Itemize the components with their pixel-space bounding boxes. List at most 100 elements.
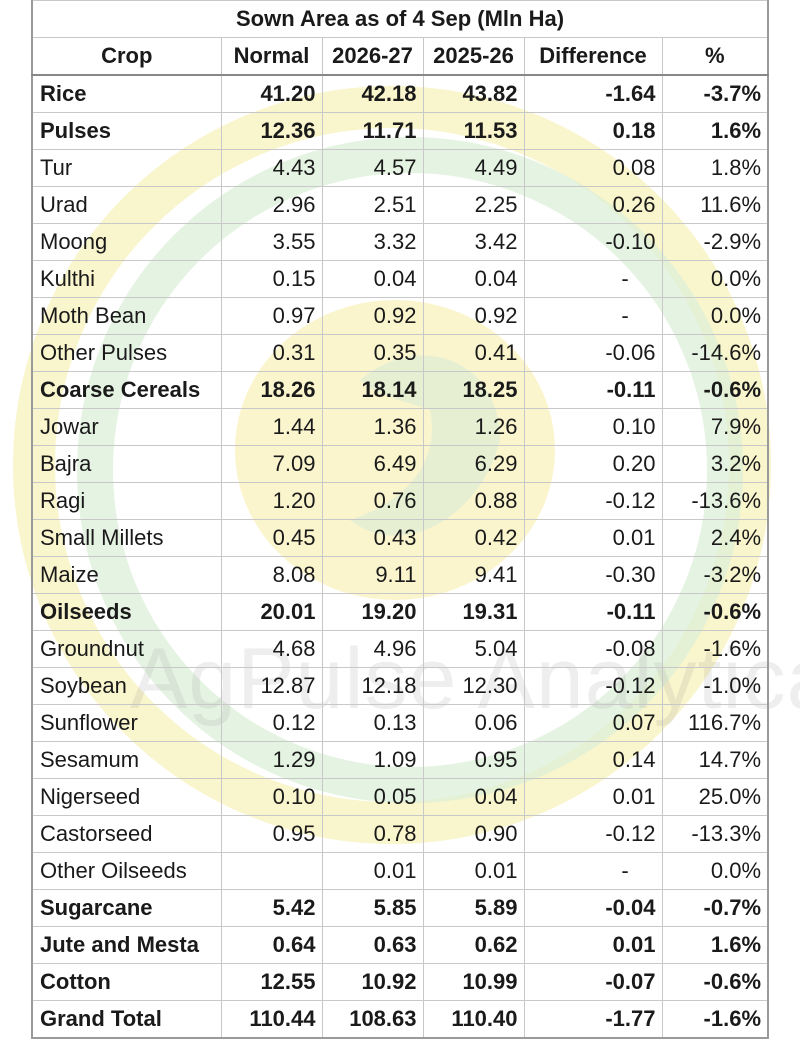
cell-2026-27: 9.11 bbox=[321, 556, 424, 594]
cell-difference: 0.20 bbox=[523, 445, 663, 483]
cell-2026-27: 4.96 bbox=[321, 630, 424, 668]
cell-2025-26: 0.01 bbox=[422, 852, 525, 890]
cell-crop: Soybean bbox=[31, 667, 222, 705]
cell-2025-26: 2.25 bbox=[422, 186, 525, 224]
cell-difference: -0.06 bbox=[523, 334, 663, 372]
table-row: Other Oilseeds 0.01 0.01-0.0% bbox=[31, 852, 770, 890]
cell-2025-26: 0.42 bbox=[422, 519, 525, 557]
table-row: Jute and Mesta 0.64 0.63 0.62 0.01 1.6% bbox=[31, 926, 770, 964]
table-row: Urad 2.96 2.51 2.25 0.26 11.6% bbox=[31, 186, 770, 224]
cell-2026-27: 19.20 bbox=[321, 593, 424, 631]
table-row: Ragi 1.20 0.76 0.88 -0.12 -13.6% bbox=[31, 482, 770, 520]
cell-normal: 1.20 bbox=[220, 482, 323, 520]
cell-2025-26: 0.88 bbox=[422, 482, 525, 520]
cell-2025-26: 5.89 bbox=[422, 889, 525, 927]
cell-2026-27: 6.49 bbox=[321, 445, 424, 483]
cell-crop: Small Millets bbox=[31, 519, 222, 557]
cell-normal: 0.45 bbox=[220, 519, 323, 557]
cell-2025-26: 43.82 bbox=[422, 74, 525, 113]
cell-crop: Sugarcane bbox=[31, 889, 222, 927]
cell-difference: -0.12 bbox=[523, 815, 663, 853]
cell-crop: Sesamum bbox=[31, 741, 222, 779]
cell-normal: 41.20 bbox=[220, 74, 323, 113]
cell-percent: 25.0% bbox=[661, 778, 770, 816]
cell-crop: Ragi bbox=[31, 482, 222, 520]
cell-crop: Coarse Cereals bbox=[31, 371, 222, 409]
cell-2025-26: 0.04 bbox=[422, 778, 525, 816]
table-row: Coarse Cereals 18.26 18.14 18.25 -0.11 -0.6% bbox=[31, 371, 770, 409]
cell-normal: 0.31 bbox=[220, 334, 323, 372]
cell-percent: 0.0% bbox=[661, 260, 770, 298]
col-header-percent: % bbox=[661, 37, 770, 76]
cell-2025-26: 3.42 bbox=[422, 223, 525, 261]
cell-2026-27: 10.92 bbox=[321, 963, 424, 1001]
cell-percent: -0.6% bbox=[661, 593, 770, 631]
cell-normal: 3.55 bbox=[220, 223, 323, 261]
table-header-row: Crop Normal 2026-27 2025-26 Difference % bbox=[31, 37, 770, 76]
cell-percent: -13.6% bbox=[661, 482, 770, 520]
cell-2025-26: 12.30 bbox=[422, 667, 525, 705]
cell-2026-27: 5.85 bbox=[321, 889, 424, 927]
cell-difference: 0.01 bbox=[523, 519, 663, 557]
cell-crop: Jowar bbox=[31, 408, 222, 446]
sown-area-table-container: Sown Area as of 4 Sep (Mln Ha) Crop Norm… bbox=[30, 0, 770, 1039]
table-row: Groundnut 4.68 4.96 5.04 -0.08 -1.6% bbox=[31, 630, 770, 668]
sown-area-table: Sown Area as of 4 Sep (Mln Ha) Crop Norm… bbox=[30, 0, 770, 1039]
cell-crop: Grand Total bbox=[31, 1000, 222, 1039]
table-row: Kulthi 0.15 0.04 0.04-0.0% bbox=[31, 260, 770, 298]
table-row: Jowar 1.44 1.36 1.26 0.10 7.9% bbox=[31, 408, 770, 446]
table-body: Rice 41.20 42.18 43.82 -1.64 -3.7% Pulses 12.36… bbox=[31, 74, 770, 1039]
cell-normal: 1.29 bbox=[220, 741, 323, 779]
cell-2026-27: 108.63 bbox=[321, 1000, 424, 1039]
cell-crop: Rice bbox=[31, 74, 222, 113]
cell-difference: 0.01 bbox=[523, 926, 663, 964]
cell-2026-27: 0.76 bbox=[321, 482, 424, 520]
cell-normal: 20.01 bbox=[220, 593, 323, 631]
cell-normal: 12.87 bbox=[220, 667, 323, 705]
cell-2025-26: 0.04 bbox=[422, 260, 525, 298]
cell-crop: Other Pulses bbox=[31, 334, 222, 372]
cell-2025-26: 0.62 bbox=[422, 926, 525, 964]
cell-2026-27: 2.51 bbox=[321, 186, 424, 224]
cell-percent: 1.6% bbox=[661, 926, 770, 964]
cell-2025-26: 0.41 bbox=[422, 334, 525, 372]
cell-normal: 0.95 bbox=[220, 815, 323, 853]
table-row: Tur 4.43 4.57 4.49 0.08 1.8% bbox=[31, 149, 770, 187]
cell-normal: 0.97 bbox=[220, 297, 323, 335]
cell-2025-26: 0.92 bbox=[422, 297, 525, 335]
cell-crop: Tur bbox=[31, 149, 222, 187]
cell-difference: 0.08 bbox=[523, 149, 663, 187]
cell-percent: 1.8% bbox=[661, 149, 770, 187]
col-header-2026-27: 2026-27 bbox=[321, 37, 424, 76]
cell-normal: 0.12 bbox=[220, 704, 323, 742]
cell-percent: -3.2% bbox=[661, 556, 770, 594]
cell-percent: -0.7% bbox=[661, 889, 770, 927]
cell-difference: - bbox=[523, 297, 663, 335]
cell-crop: Sunflower bbox=[31, 704, 222, 742]
cell-crop: Bajra bbox=[31, 445, 222, 483]
cell-2025-26: 19.31 bbox=[422, 593, 525, 631]
cell-percent: -1.6% bbox=[661, 1000, 770, 1039]
cell-2026-27: 0.92 bbox=[321, 297, 424, 335]
cell-2025-26: 5.04 bbox=[422, 630, 525, 668]
cell-normal: 0.10 bbox=[220, 778, 323, 816]
cell-crop: Moth Bean bbox=[31, 297, 222, 335]
cell-percent: 116.7% bbox=[661, 704, 770, 742]
cell-normal: 12.36 bbox=[220, 112, 323, 150]
cell-percent: 11.6% bbox=[661, 186, 770, 224]
table-row: Bajra 7.09 6.49 6.29 0.20 3.2% bbox=[31, 445, 770, 483]
cell-normal bbox=[220, 852, 323, 890]
table-title-row: Sown Area as of 4 Sep (Mln Ha) bbox=[30, 0, 770, 38]
cell-crop: Kulthi bbox=[31, 260, 222, 298]
col-header-normal: Normal bbox=[220, 37, 323, 76]
table-row: Other Pulses 0.31 0.35 0.41 -0.06 -14.6% bbox=[31, 334, 770, 372]
col-header-difference: Difference bbox=[523, 37, 663, 76]
cell-difference: -0.10 bbox=[523, 223, 663, 261]
table-row: Sunflower 0.12 0.13 0.06 0.07 116.7% bbox=[31, 704, 770, 742]
cell-crop: Moong bbox=[31, 223, 222, 261]
cell-percent: 1.6% bbox=[661, 112, 770, 150]
table-row: Nigerseed 0.10 0.05 0.04 0.01 25.0% bbox=[31, 778, 770, 816]
cell-2026-27: 0.35 bbox=[321, 334, 424, 372]
cell-crop: Castorseed bbox=[31, 815, 222, 853]
cell-2026-27: 4.57 bbox=[321, 149, 424, 187]
